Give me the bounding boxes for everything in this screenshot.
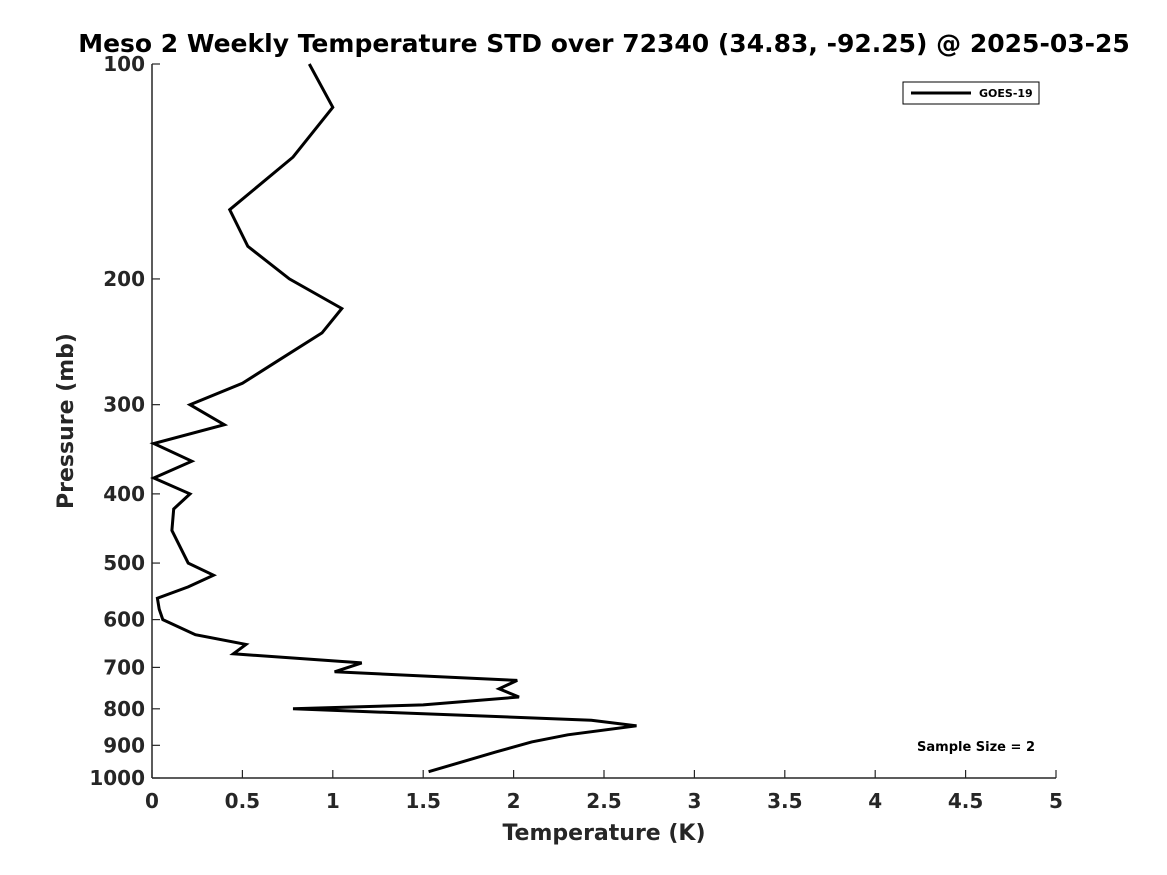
x-tick-label: 5 [1049, 789, 1063, 813]
x-tick-label: 2 [507, 789, 521, 813]
legend: GOES-19 [902, 81, 1040, 105]
y-tick-label: 300 [103, 393, 145, 417]
plot-area [152, 64, 1056, 778]
y-tick-label: 1000 [89, 766, 145, 790]
x-tick-label: 2.5 [586, 789, 621, 813]
x-axis-ticks: 0 0.5 1 1.5 2 2.5 3 3.5 4 4.5 5 [145, 770, 1063, 813]
y-tick-label: 800 [103, 697, 145, 721]
y-tick-label: 200 [103, 267, 145, 291]
x-axis-label: Temperature (K) [502, 821, 705, 846]
x-tick-label: 3 [687, 789, 701, 813]
series-layer [149, 63, 637, 774]
x-tick-label: 1.5 [405, 789, 440, 813]
series-line-goes-19 [149, 63, 637, 774]
chart-title: Meso 2 Weekly Temperature STD over 72340… [78, 29, 1130, 58]
x-tick-label: 0.5 [225, 789, 260, 813]
sample-size-annotation: Sample Size = 2 [917, 740, 1035, 755]
y-axis-ticks: 100 200 300 400 500 600 700 800 900 1000 [89, 52, 160, 790]
y-tick-label: 700 [103, 655, 145, 679]
y-tick-label: 500 [103, 551, 145, 575]
x-tick-label: 0 [145, 789, 159, 813]
y-axis-label: Pressure (mb) [54, 333, 79, 509]
y-tick-label: 600 [103, 608, 145, 632]
x-tick-label: 4 [868, 789, 882, 813]
y-tick-label: 100 [103, 52, 145, 76]
x-tick-label: 3.5 [767, 789, 802, 813]
y-tick-label: 900 [103, 733, 145, 757]
legend-label-goes-19: GOES-19 [979, 87, 1033, 100]
x-tick-label: 4.5 [948, 789, 983, 813]
x-tick-label: 1 [326, 789, 340, 813]
y-tick-label: 400 [103, 482, 145, 506]
